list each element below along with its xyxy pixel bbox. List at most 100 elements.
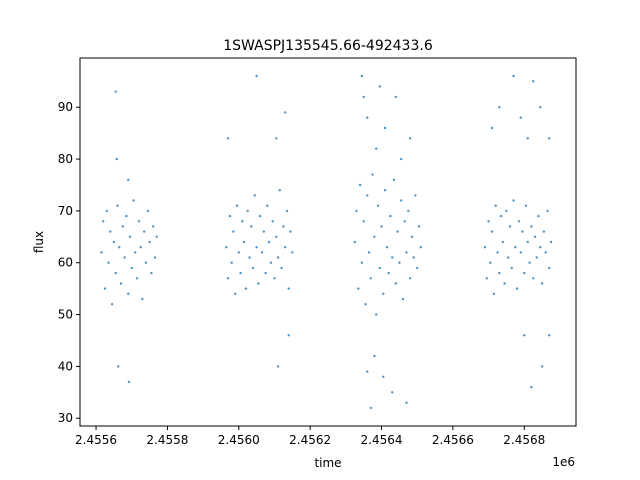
data-point-0-145 <box>503 282 506 285</box>
data-point-0-17 <box>130 266 133 270</box>
data-point-0-93 <box>375 313 378 316</box>
data-point-0-81 <box>353 240 356 244</box>
y-tick-label-3: 60 <box>58 256 73 270</box>
data-point-0-182 <box>548 137 551 140</box>
data-point-0-138 <box>490 230 494 233</box>
data-point-0-152 <box>515 287 519 290</box>
data-point-0-126 <box>383 126 387 130</box>
data-point-0-153 <box>517 220 521 223</box>
data-point-0-30 <box>153 256 157 259</box>
data-point-0-180 <box>539 106 542 109</box>
data-point-0-101 <box>389 214 392 218</box>
data-point-0-42 <box>234 292 237 295</box>
y-tick-label-2: 50 <box>58 308 73 322</box>
data-point-0-151 <box>514 246 517 249</box>
data-point-0-0 <box>100 251 103 254</box>
data-point-0-98 <box>383 189 387 192</box>
data-point-0-133 <box>373 354 376 358</box>
data-point-0-1 <box>102 220 105 223</box>
data-point-0-136 <box>487 220 490 223</box>
data-point-0-137 <box>489 261 492 264</box>
data-point-0-130 <box>405 401 408 404</box>
data-point-0-105 <box>396 230 399 233</box>
data-point-0-35 <box>127 380 131 384</box>
data-point-0-150 <box>512 199 515 202</box>
data-point-0-3 <box>105 209 109 213</box>
data-point-0-172 <box>490 126 494 130</box>
data-point-0-34 <box>117 365 120 368</box>
data-point-0-140 <box>494 204 497 207</box>
data-point-0-52 <box>251 266 255 270</box>
data-point-0-39 <box>228 214 232 218</box>
data-point-0-31 <box>155 235 158 238</box>
data-point-0-63 <box>271 220 274 223</box>
data-point-0-6 <box>110 303 114 306</box>
data-point-0-119 <box>360 74 364 78</box>
y-axis-label: flux <box>32 231 46 253</box>
data-point-0-157 <box>524 204 528 207</box>
data-point-0-149 <box>510 266 513 270</box>
data-point-0-179 <box>532 80 535 83</box>
data-point-0-82 <box>355 209 358 213</box>
data-point-0-47 <box>242 240 246 244</box>
data-point-0-24 <box>143 230 146 233</box>
data-point-0-120 <box>362 95 365 99</box>
data-point-0-76 <box>255 74 258 78</box>
data-point-0-14 <box>125 214 128 218</box>
data-point-0-154 <box>519 251 522 254</box>
data-point-0-90 <box>369 277 372 280</box>
data-point-0-84 <box>358 183 362 187</box>
data-point-0-20 <box>135 277 139 280</box>
data-point-0-159 <box>528 261 531 264</box>
data-point-0-96 <box>380 225 383 228</box>
data-point-0-134 <box>483 246 487 249</box>
data-point-0-45 <box>239 271 242 275</box>
data-point-0-9 <box>116 204 119 207</box>
data-point-0-181 <box>540 365 544 368</box>
data-point-0-40 <box>230 261 233 264</box>
data-point-0-32 <box>115 157 119 161</box>
data-point-0-10 <box>118 246 121 249</box>
data-point-0-50 <box>248 256 251 259</box>
data-point-0-66 <box>276 256 280 259</box>
x-axis-ticks: 2.4556 2.4558 2.4560 2.4562 2.4564 2.4566 2.45… <box>75 426 545 447</box>
data-point-0-131 <box>408 137 412 140</box>
data-point-0-128 <box>394 95 397 99</box>
data-point-0-72 <box>287 287 290 290</box>
data-point-0-29 <box>152 225 155 228</box>
data-point-0-111 <box>407 209 410 213</box>
data-point-0-132 <box>366 370 369 373</box>
data-point-0-125 <box>382 375 385 378</box>
x-tick-label-2: 2.4560 <box>218 433 260 447</box>
data-point-0-141 <box>496 251 499 254</box>
data-point-0-117 <box>417 225 421 228</box>
x-tick-label-3: 2.4562 <box>289 433 331 447</box>
data-point-0-64 <box>273 277 276 280</box>
data-point-0-165 <box>539 246 542 249</box>
data-point-0-25 <box>144 261 148 264</box>
data-point-0-55 <box>257 282 260 285</box>
y-tick-label-4: 70 <box>58 204 73 218</box>
data-point-0-169 <box>546 209 549 213</box>
data-point-0-148 <box>508 225 512 228</box>
data-point-0-21 <box>137 220 141 223</box>
data-point-0-107 <box>400 199 403 202</box>
data-point-0-7 <box>112 240 116 244</box>
data-point-0-27 <box>148 240 151 244</box>
data-point-0-75 <box>226 137 230 140</box>
x-tick-label-5: 2.4566 <box>432 433 474 447</box>
data-point-0-58 <box>262 230 265 233</box>
data-point-0-22 <box>139 246 142 249</box>
data-point-0-143 <box>499 214 503 218</box>
data-point-0-95 <box>378 266 381 270</box>
data-points <box>100 74 553 410</box>
data-point-0-71 <box>285 209 289 213</box>
data-point-0-164 <box>537 214 540 218</box>
data-point-0-183 <box>548 334 551 337</box>
data-point-0-116 <box>416 266 419 270</box>
data-point-0-28 <box>150 271 153 275</box>
data-point-0-158 <box>526 240 529 244</box>
data-point-0-49 <box>246 209 249 213</box>
data-point-0-43 <box>235 204 239 207</box>
